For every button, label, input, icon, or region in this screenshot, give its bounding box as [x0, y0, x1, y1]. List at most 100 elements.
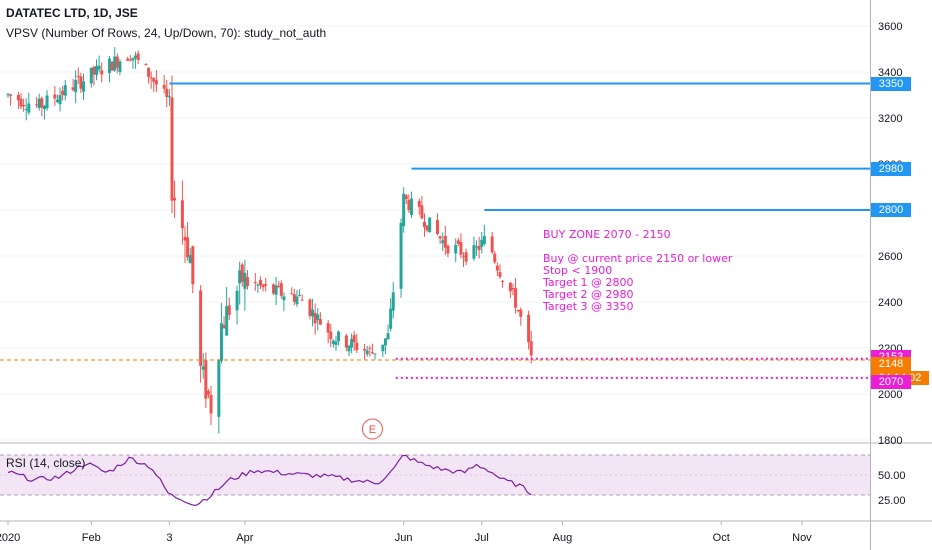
candle: [188, 248, 192, 264]
annotation-line: Target 2 @ 2980: [543, 288, 634, 301]
candle: [76, 67, 80, 85]
candle: [235, 285, 239, 325]
candle-body: [326, 323, 330, 333]
rsi-legend[interactable]: RSI (14, close): [6, 456, 86, 470]
candle-body: [407, 200, 411, 211]
candle-body: [282, 296, 286, 301]
candle: [243, 259, 247, 311]
candle-body: [477, 245, 481, 251]
time-tick-label: Feb: [82, 532, 101, 544]
candle-body: [134, 55, 138, 59]
candle: [443, 226, 447, 256]
candle-body: [206, 390, 210, 395]
candle: [27, 92, 31, 115]
price-tick-label: 1800: [878, 435, 902, 447]
price-badge-2800[interactable]: 2800: [871, 203, 911, 217]
candle: [6, 92, 10, 98]
candle: [311, 298, 315, 327]
price-badge-2980[interactable]: 2980: [871, 161, 911, 176]
candle: [128, 55, 132, 62]
candle-body: [167, 96, 171, 98]
candle-body: [292, 294, 296, 302]
price-badge-last[interactable]: 2148: [871, 356, 911, 371]
candle: [225, 286, 229, 337]
candle: [209, 385, 213, 426]
candle: [245, 270, 249, 290]
candle-body: [495, 265, 499, 271]
candle-body: [347, 345, 351, 352]
candle-body: [527, 314, 531, 343]
candle-body: [498, 272, 502, 277]
candle-body: [409, 198, 413, 216]
candle-body: [40, 98, 44, 108]
candle-body: [313, 312, 317, 324]
candle-body: [110, 61, 114, 71]
candle-body: [37, 98, 41, 108]
price-tick-label: 2000: [878, 389, 902, 401]
time-tick-label: 3: [166, 532, 172, 544]
candle: [71, 79, 75, 92]
candle-body: [45, 95, 49, 109]
price-badge-2070[interactable]: 2070: [871, 374, 911, 389]
price-badge-3350[interactable]: 3350: [871, 76, 911, 91]
symbol-title[interactable]: DATATEC LTD, 1D, JSE: [6, 6, 138, 20]
candle: [373, 353, 377, 360]
candle: [402, 187, 406, 233]
candle-body: [350, 338, 354, 348]
candle-body: [298, 294, 302, 296]
candle-body: [81, 81, 85, 92]
candle-body: [19, 98, 23, 107]
candle: [118, 58, 122, 76]
candle-body: [9, 94, 13, 96]
candle: [519, 307, 523, 326]
candle: [446, 244, 450, 258]
price-tick-label: 2400: [878, 297, 902, 309]
candle-body: [240, 264, 244, 282]
candle: [199, 285, 203, 383]
candle: [258, 276, 262, 290]
candle: [498, 264, 502, 279]
candle: [472, 236, 476, 261]
candle-body: [186, 237, 190, 258]
candle-body: [425, 225, 429, 231]
buy-zone-annotation[interactable]: BUY ZONE 2070 - 2150 Buy @ current price…: [543, 229, 732, 313]
candle-body: [126, 58, 130, 61]
candle: [95, 59, 99, 81]
candle-body: [154, 80, 158, 85]
candle-body: [113, 56, 117, 71]
candle-body: [454, 244, 458, 254]
candle: [256, 283, 260, 293]
candle: [183, 226, 187, 263]
candle-body: [344, 335, 348, 348]
candle-body: [253, 281, 257, 283]
candle-body: [204, 360, 208, 399]
candle-body: [261, 284, 265, 288]
candle: [274, 276, 278, 306]
candle: [495, 262, 499, 277]
earnings-marker: [361, 418, 383, 440]
rsi-tick-label: 50.00: [878, 470, 906, 482]
candle: [108, 56, 112, 83]
candle: [438, 235, 442, 245]
price-tick-label: 3200: [878, 113, 902, 125]
candle-body: [53, 94, 57, 99]
candle: [441, 232, 445, 251]
candle-body: [519, 309, 523, 317]
study-legend[interactable]: VPSV (Number Of Rows, 24, Up/Down, 70): …: [6, 26, 327, 40]
candle-body: [308, 299, 312, 316]
candle: [417, 198, 421, 215]
candle-body: [79, 76, 83, 89]
candle: [279, 280, 283, 299]
candle-body: [417, 201, 421, 207]
candle-body: [482, 236, 486, 245]
candle: [514, 277, 518, 314]
candle: [110, 60, 114, 71]
candle: [282, 292, 286, 312]
candle-body: [225, 306, 229, 336]
candle: [35, 96, 39, 108]
candle-body: [97, 65, 101, 70]
candle: [58, 87, 62, 112]
